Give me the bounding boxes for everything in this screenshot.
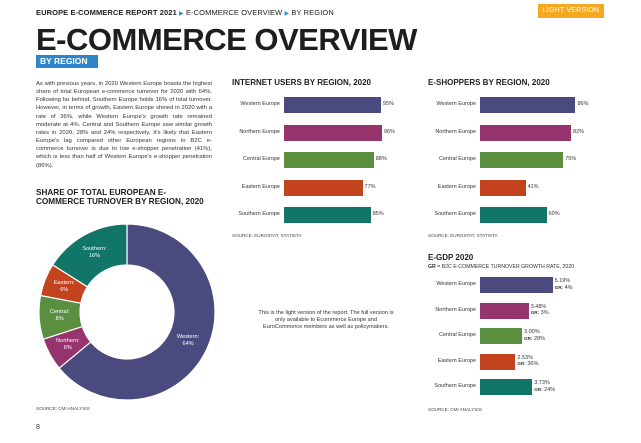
pie-label-northern: Northern: 6%: [56, 337, 80, 351]
page-title: E-COMMERCE OVERVIEW: [36, 22, 417, 57]
bar-western: [480, 277, 553, 293]
breadcrumb-region: BY REGION: [291, 8, 334, 17]
bar-northern: [480, 302, 529, 319]
bar-value-label: 3.73% GR: 24%: [534, 380, 556, 393]
bar-category-label: Northern Europe: [435, 306, 476, 313]
light-version-badge: LIGHT VERSION: [538, 4, 604, 18]
bar-southern: [284, 207, 371, 223]
bar-northern: [480, 124, 572, 141]
pie-slice-western: [58, 223, 216, 401]
internet-users-source: SOURCE: EUROSTAT, STATISTA: [232, 233, 302, 238]
arrow-right-icon: ▶: [284, 11, 290, 17]
bar-value-label: 3.48% GR: 3%: [530, 303, 549, 317]
pie-label-central: Central: 8%: [49, 309, 70, 323]
arrow-right-icon: ▶: [179, 11, 184, 17]
pie-label-eastern: Eastern: 6%: [53, 280, 75, 294]
section-badge: BY REGION: [36, 55, 98, 68]
breadcrumb: EUROPE E-COMMERCE REPORT 2021 ▶ E-COMMER…: [36, 8, 334, 17]
bar-northern: [284, 124, 382, 141]
bar-value-label: 86%: [577, 101, 589, 107]
bar-value-label: 85%: [372, 211, 384, 217]
bar-category-label: Southern Europe: [238, 211, 280, 217]
pie-source: SOURCE: CMI ANALYSIS: [36, 406, 90, 411]
bar-category-label: Western Europe: [436, 101, 476, 107]
bar-value-label: 3.00% GR: 28%: [524, 329, 545, 342]
bar-category-label: Northern Europe: [239, 128, 280, 135]
bar-value-label: 41%: [527, 183, 539, 190]
eshoppers-title: E-SHOPPERS BY REGION, 2020: [428, 78, 550, 87]
bar-category-label: Eastern Europe: [437, 183, 476, 190]
bar-category-label: Southern Europe: [434, 211, 476, 217]
bar-value-label: 77%: [364, 183, 376, 190]
pie-chart: Western: 64% Northern: 6% Central: 8% Eastern:…: [34, 222, 220, 402]
bar-central: [480, 152, 564, 168]
pie-label-southern: Southern: 16%: [82, 245, 107, 259]
bar-value-label: 96%: [383, 128, 395, 135]
bar-value-label: 95%: [382, 101, 394, 107]
bar-eastern: [284, 179, 363, 196]
egdp-title: E-GDP 2020: [428, 253, 474, 262]
intro-paragraph: As with previous years, in 2020 Western …: [36, 81, 212, 169]
bar-eastern: [480, 353, 516, 370]
bar-value-label: 5.19% GR: 4%: [554, 278, 573, 291]
bar-value-label: 2.53% GR: 36%: [517, 354, 539, 368]
bar-central: [284, 152, 374, 168]
bar-value-label: 60%: [548, 211, 560, 217]
pie-slice-southern: [51, 223, 128, 288]
bar-category-label: Southern Europe: [434, 383, 476, 389]
pie-label-western: Western: 64%: [176, 333, 200, 347]
bar-central: [480, 328, 522, 344]
bar-western: [284, 97, 381, 113]
eshoppers-source: SOURCE: EUROSTAT, STATISTA: [428, 233, 498, 238]
bar-category-label: Western Europe: [240, 101, 280, 107]
egdp-source: SOURCE: CMI ANALYSIS: [428, 407, 482, 412]
bar-eastern: [480, 179, 526, 196]
bar-category-label: Central Europe: [439, 156, 476, 162]
internet-users-title: INTERNET USERS BY REGION, 2020: [232, 78, 371, 87]
egdp-subtitle: GR = B2C E-COMMERCE TURNOVER GROWTH RATE…: [428, 264, 575, 270]
bar-category-label: Eastern Europe: [241, 183, 280, 190]
light-version-note: This is the light version of the report.…: [258, 310, 394, 331]
bar-southern: [480, 379, 533, 395]
bar-category-label: Central Europe: [439, 332, 476, 338]
breadcrumb-overview: E-COMMERCE OVERVIEW: [185, 8, 283, 17]
bar-category-label: Western Europe: [436, 281, 476, 287]
bar-category-label: Eastern Europe: [437, 357, 476, 364]
report-name: EUROPE E-COMMERCE REPORT 2021: [36, 8, 177, 17]
pie-chart-title: SHARE OF TOTAL EUROPEAN E-COMMERCE TURNO…: [36, 188, 204, 206]
bar-category-label: Northern Europe: [435, 128, 476, 135]
bar-value-label: 75%: [565, 156, 577, 162]
bar-value-label: 82%: [573, 128, 585, 135]
page-number: 8: [36, 424, 40, 431]
bar-category-label: Central Europe: [243, 156, 280, 162]
bar-value-label: 88%: [375, 156, 387, 162]
bar-western: [480, 97, 576, 113]
bar-southern: [480, 207, 547, 223]
